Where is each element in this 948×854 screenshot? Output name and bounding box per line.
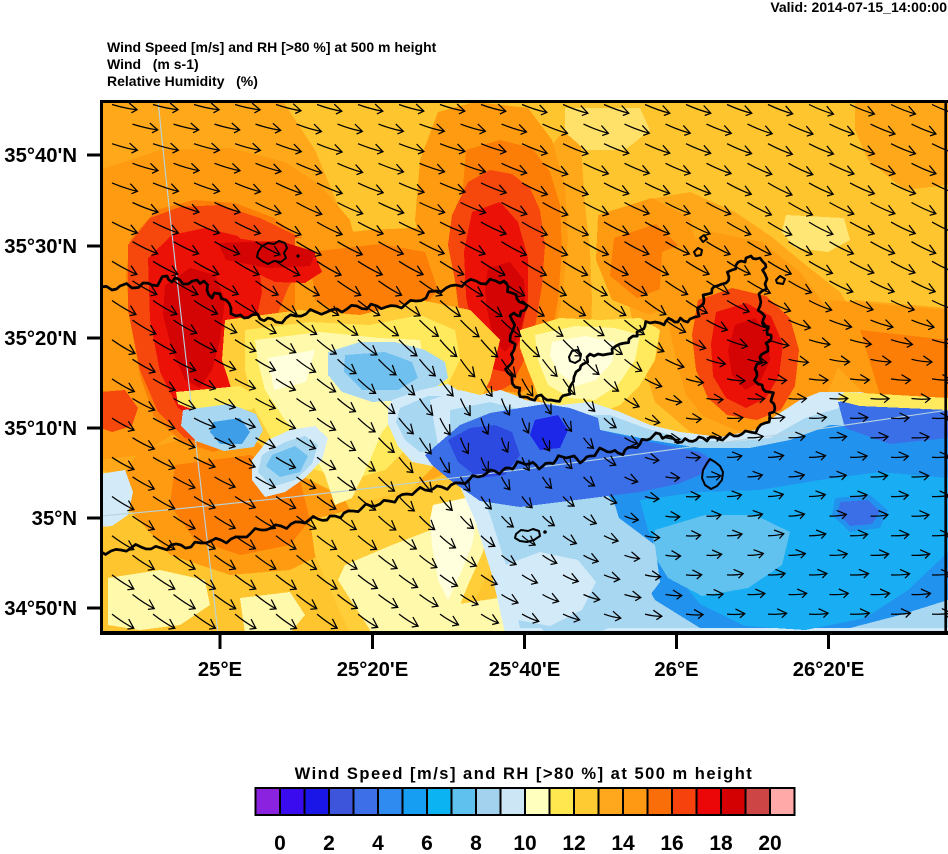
svg-text:16: 16: [660, 832, 683, 854]
svg-text:35°10'N: 35°10'N: [4, 418, 77, 440]
svg-text:Wind Speed [m/s] and RH [>80 %: Wind Speed [m/s] and RH [>80 %] at 500 m…: [295, 765, 754, 783]
svg-text:6: 6: [421, 832, 433, 854]
svg-text:26°E: 26°E: [654, 659, 698, 681]
svg-text:Relative Humidity (%): Relative Humidity (%): [107, 73, 258, 89]
svg-text:35°20'N: 35°20'N: [4, 328, 77, 350]
svg-text:26°20'E: 26°20'E: [793, 659, 865, 681]
svg-text:34°50'N: 34°50'N: [4, 598, 77, 620]
svg-text:18: 18: [709, 832, 733, 854]
svg-text:35°30'N: 35°30'N: [4, 236, 77, 258]
svg-text:2: 2: [323, 832, 335, 854]
svg-text:0: 0: [274, 832, 286, 854]
svg-text:12: 12: [562, 832, 585, 854]
svg-text:25°40'E: 25°40'E: [489, 659, 561, 681]
svg-text:25°E: 25°E: [198, 659, 242, 681]
svg-text:14: 14: [611, 832, 635, 854]
svg-text:35°N: 35°N: [32, 508, 77, 530]
svg-text:Wind (m s-1): Wind (m s-1): [107, 56, 199, 72]
svg-text:8: 8: [470, 832, 482, 854]
svg-text:4: 4: [372, 832, 384, 854]
svg-text:25°20'E: 25°20'E: [337, 659, 409, 681]
svg-text:Valid: 2014-07-15_14:00:00: Valid: 2014-07-15_14:00:00: [770, 0, 947, 15]
svg-text:35°40'N: 35°40'N: [4, 145, 77, 167]
svg-text:10: 10: [513, 832, 536, 854]
svg-text:20: 20: [758, 832, 781, 854]
svg-text:Wind Speed [m/s] and RH [>80 %: Wind Speed [m/s] and RH [>80 %] at 500 m…: [107, 39, 437, 55]
